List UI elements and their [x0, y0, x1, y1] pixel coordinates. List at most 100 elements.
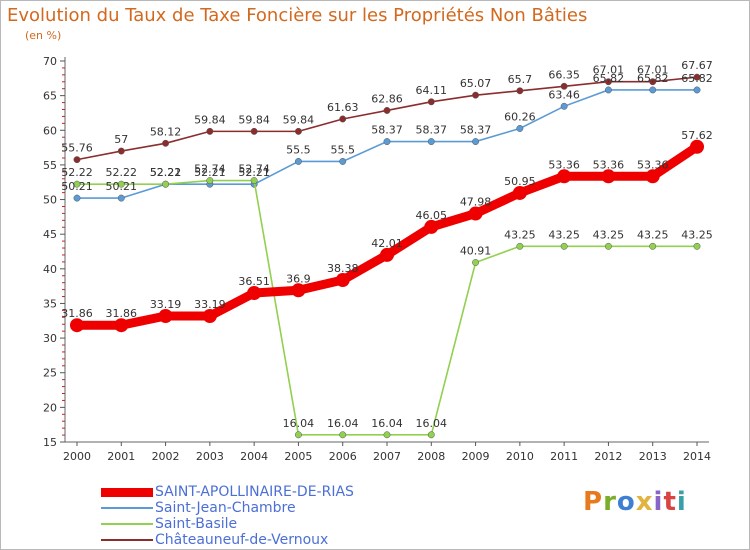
data-point: [427, 138, 435, 146]
data-point: [693, 86, 701, 94]
data-label: 33.19: [194, 298, 226, 311]
legend-label: Saint-Jean-Chambre: [155, 500, 296, 516]
x-tick-label: 2006: [329, 450, 357, 463]
y-tick-label: 50: [43, 194, 57, 207]
data-label: 43.25: [681, 228, 713, 241]
data-point: [202, 308, 217, 323]
data-label: 53.36: [637, 158, 669, 171]
data-point: [472, 138, 480, 146]
data-point: [604, 86, 612, 94]
data-point: [427, 98, 435, 106]
y-tick-label: 35: [43, 297, 57, 310]
legend-swatch: [101, 507, 153, 509]
data-label: 38.38: [327, 262, 359, 275]
y-tick-label: 65: [43, 90, 57, 103]
data-label: 67.01: [637, 64, 669, 77]
data-label: 63.46: [548, 88, 580, 101]
data-label: 53.36: [593, 158, 625, 171]
data-point: [516, 87, 524, 95]
data-label: 65.82: [681, 72, 713, 85]
legend-swatch: [101, 488, 153, 497]
x-tick-label: 2011: [550, 450, 578, 463]
data-point: [158, 308, 173, 323]
logo-letter: t: [663, 487, 677, 517]
x-tick-label: 2010: [506, 450, 534, 463]
data-label: 58.12: [150, 125, 182, 138]
data-label: 43.25: [637, 228, 669, 241]
data-point: [690, 139, 704, 154]
data-point: [512, 185, 527, 200]
y-tick-label: 45: [43, 228, 57, 241]
data-point: [604, 242, 612, 250]
legend-label: Saint-Basile: [155, 516, 238, 532]
data-point: [516, 242, 524, 250]
y-tick-label: 60: [43, 124, 57, 137]
data-label: 33.19: [150, 298, 182, 311]
data-point: [294, 127, 302, 135]
data-label: 52.21: [238, 166, 270, 179]
data-point: [250, 127, 258, 135]
data-point: [560, 242, 568, 250]
data-label: 31.86: [61, 307, 93, 320]
x-tick-label: 2014: [683, 450, 711, 463]
data-label: 16.04: [371, 417, 403, 430]
data-label: 43.25: [504, 228, 536, 241]
logo-letter: x: [635, 487, 654, 517]
data-label: 43.25: [548, 228, 580, 241]
data-point: [339, 157, 347, 165]
data-point: [560, 82, 568, 90]
y-tick-label: 70: [43, 55, 57, 68]
logo-letter: r: [603, 487, 617, 517]
data-label: 59.84: [283, 113, 315, 126]
data-label: 64.11: [416, 84, 448, 97]
y-tick-label: 55: [43, 159, 57, 172]
y-tick-label: 25: [43, 367, 57, 380]
x-tick-label: 2002: [152, 450, 180, 463]
data-point: [424, 219, 439, 234]
y-tick-label: 20: [43, 401, 57, 414]
data-label: 40.91: [460, 245, 492, 258]
data-point: [472, 91, 480, 99]
legend-swatch: [101, 539, 153, 541]
data-point: [383, 138, 391, 146]
chart-title: Evolution du Taux de Taxe Foncière sur l…: [7, 5, 588, 26]
legend-label: Châteauneuf-de-Vernoux: [155, 532, 329, 548]
x-tick-label: 2013: [639, 450, 667, 463]
data-label: 59.84: [194, 113, 226, 126]
data-point: [294, 157, 302, 165]
data-point: [383, 431, 391, 439]
data-point: [560, 102, 568, 110]
data-point: [557, 169, 572, 184]
data-point: [291, 283, 306, 298]
y-tick-label: 40: [43, 263, 57, 276]
data-point: [693, 242, 701, 250]
data-label: 67.01: [593, 64, 625, 77]
data-point: [162, 139, 170, 147]
x-tick-label: 2012: [594, 450, 622, 463]
data-label: 52.21: [150, 166, 182, 179]
series-line-cha-teauneuf-de-vernoux: [76, 76, 698, 161]
data-label: 16.04: [327, 417, 359, 430]
data-label: 43.25: [593, 228, 625, 241]
data-point: [380, 247, 394, 262]
data-label: 52.22: [106, 166, 138, 179]
data-label: 57.62: [681, 129, 713, 142]
data-point: [645, 169, 660, 184]
logo-letter: P: [583, 487, 604, 517]
data-point: [427, 431, 435, 439]
data-label: 58.37: [371, 124, 403, 137]
data-label: 65.82: [593, 72, 625, 85]
data-point: [73, 180, 81, 188]
data-label: 52.22: [61, 166, 93, 179]
data-label: 47.98: [460, 196, 492, 209]
data-label: 62.86: [371, 92, 403, 105]
data-label: 58.37: [416, 124, 448, 137]
logo-letter: i: [653, 487, 664, 517]
data-point: [339, 115, 347, 123]
data-point: [206, 177, 214, 185]
x-tick-label: 2007: [373, 450, 401, 463]
data-label: 31.86: [106, 307, 138, 320]
x-tick-label: 2003: [196, 450, 224, 463]
data-point: [601, 169, 616, 184]
